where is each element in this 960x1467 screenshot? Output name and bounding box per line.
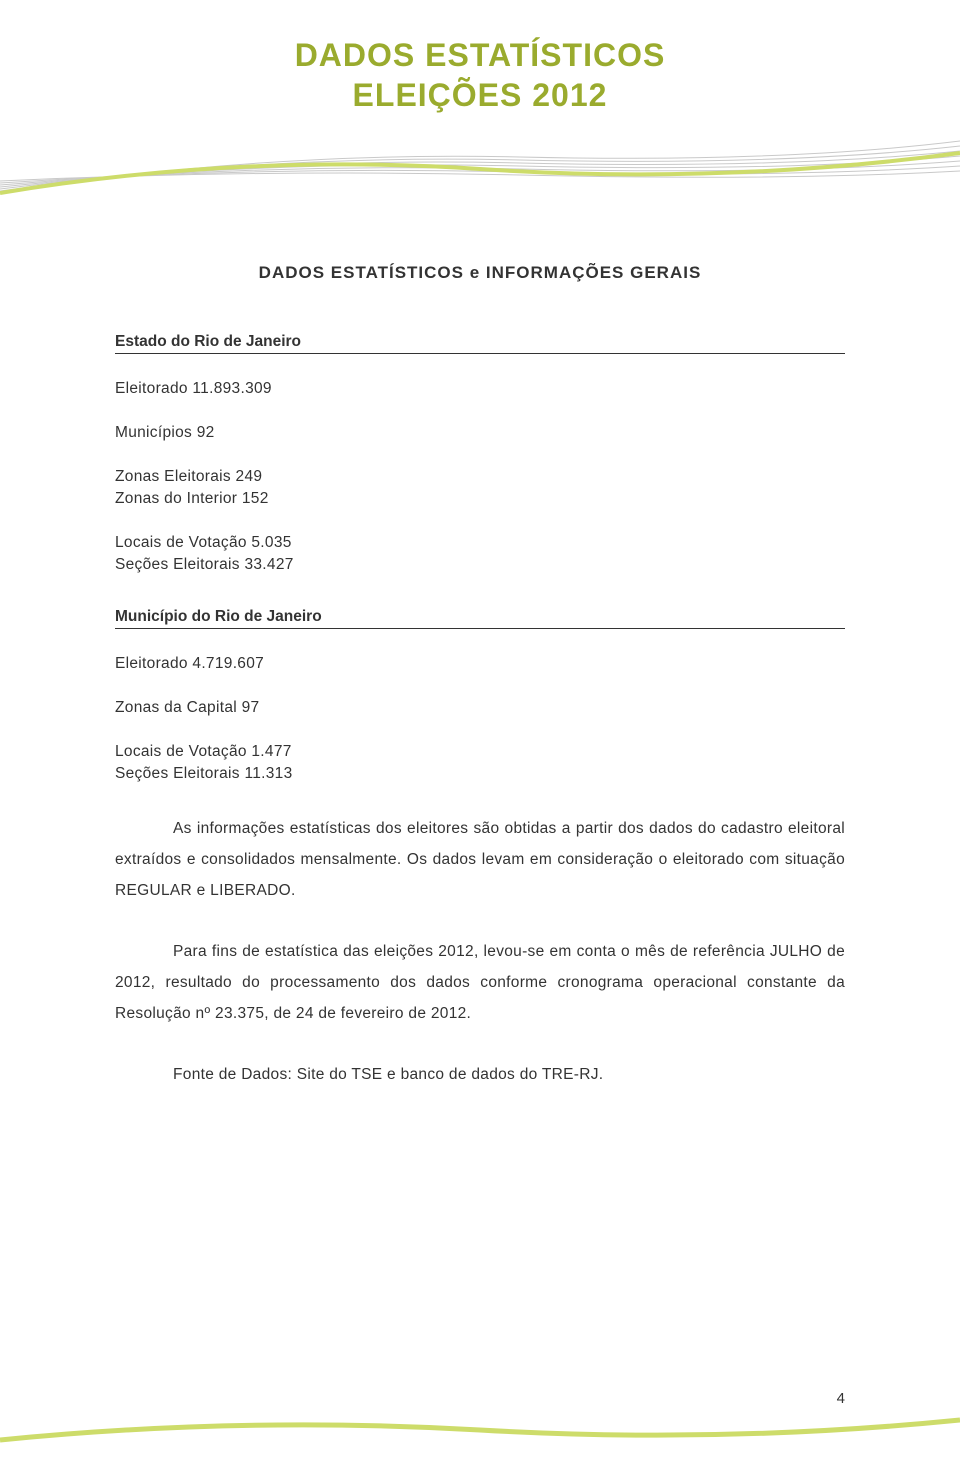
city-eleitorado: Eleitorado 4.719.607 bbox=[115, 655, 845, 673]
city-zonas-capital: Zonas da Capital 97 bbox=[115, 699, 845, 717]
state-locais-votacao: Locais de Votação 5.035 bbox=[115, 534, 845, 552]
state-heading: Estado do Rio de Janeiro bbox=[115, 333, 845, 354]
header-title-line2: ELEIÇÕES 2012 bbox=[0, 75, 960, 115]
header-title-line1: DADOS ESTATÍSTICOS bbox=[0, 35, 960, 75]
page-content: DADOS ESTATÍSTICOS e INFORMAÇÕES GERAIS … bbox=[0, 213, 960, 1090]
state-eleitorado: Eleitorado 11.893.309 bbox=[115, 380, 845, 398]
state-secoes: Seções Eleitorais 33.427 bbox=[115, 556, 845, 574]
state-municipios: Municípios 92 bbox=[115, 424, 845, 442]
city-heading: Município do Rio de Janeiro bbox=[115, 608, 845, 629]
section-title: DADOS ESTATÍSTICOS e INFORMAÇÕES GERAIS bbox=[115, 263, 845, 283]
city-locais-votacao: Locais de Votação 1.477 bbox=[115, 743, 845, 761]
page-header: DADOS ESTATÍSTICOS ELEIÇÕES 2012 bbox=[0, 0, 960, 213]
header-decor-waves bbox=[0, 123, 960, 213]
page-number: 4 bbox=[837, 1390, 845, 1407]
state-zonas-interior: Zonas do Interior 152 bbox=[115, 490, 845, 508]
paragraph-1: As informações estatísticas dos eleitore… bbox=[115, 813, 845, 906]
footer-wave bbox=[0, 1412, 960, 1447]
wave-svg bbox=[0, 123, 960, 213]
city-secoes: Seções Eleitorais 11.313 bbox=[115, 765, 845, 783]
paragraph-2: Para fins de estatística das eleições 20… bbox=[115, 936, 845, 1029]
state-zonas-eleitorais: Zonas Eleitorais 249 bbox=[115, 468, 845, 486]
header-title: DADOS ESTATÍSTICOS ELEIÇÕES 2012 bbox=[0, 35, 960, 115]
paragraph-3: Fonte de Dados: Site do TSE e banco de d… bbox=[115, 1059, 845, 1090]
